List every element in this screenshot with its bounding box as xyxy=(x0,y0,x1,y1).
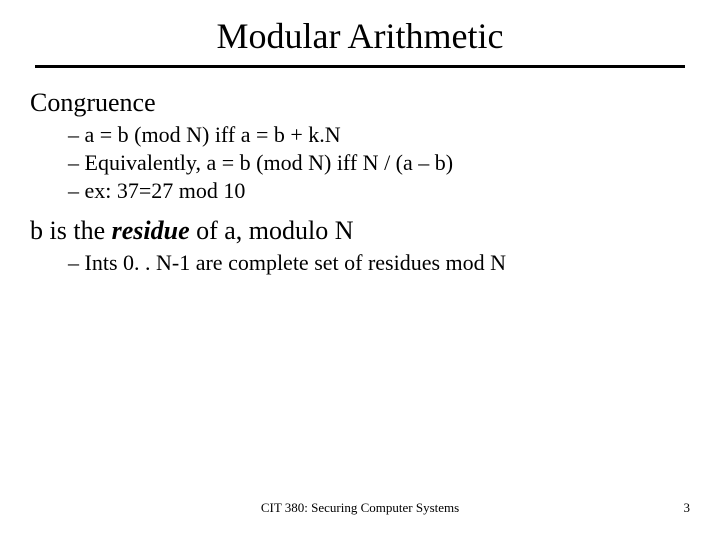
heading-pre: b is the xyxy=(30,216,112,245)
section-heading: b is the residue of a, modulo N xyxy=(30,216,690,246)
bullet-item: a = b (mod N) iff a = b + k.N xyxy=(68,122,690,148)
slide-title: Modular Arithmetic xyxy=(30,15,690,57)
section-residue: b is the residue of a, modulo N Ints 0. … xyxy=(30,216,690,276)
slide: Modular Arithmetic Congruence a = b (mod… xyxy=(0,0,720,540)
bullet-item: Ints 0. . N-1 are complete set of residu… xyxy=(68,250,690,276)
section-heading: Congruence xyxy=(30,88,690,118)
bullet-item: Equivalently, a = b (mod N) iff N / (a –… xyxy=(68,150,690,176)
title-underline xyxy=(35,65,685,68)
footer-page-number: 3 xyxy=(684,500,691,516)
heading-post: of a, modulo N xyxy=(190,216,354,245)
slide-footer: CIT 380: Securing Computer Systems 3 xyxy=(30,500,690,516)
section-congruence: Congruence a = b (mod N) iff a = b + k.N… xyxy=(30,88,690,204)
bullet-item: ex: 37=27 mod 10 xyxy=(68,178,690,204)
footer-course: CIT 380: Securing Computer Systems xyxy=(261,500,459,516)
heading-emphasis: residue xyxy=(112,216,190,245)
